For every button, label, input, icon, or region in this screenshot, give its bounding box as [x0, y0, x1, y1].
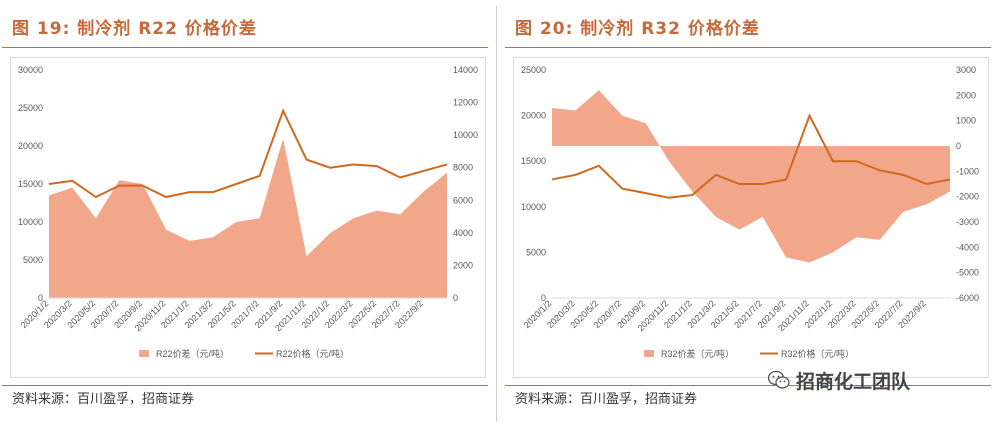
figure-20-panel: 图 20: 制冷剂 R32 价格价差 0 5000 10000 15000 20000 2…	[503, 0, 993, 426]
series-area-1	[552, 90, 950, 263]
source-rule	[2, 385, 488, 386]
y-left-tick-label: 30000	[18, 65, 43, 75]
title-rule	[2, 47, 488, 48]
r32-chart-frame: 0 5000 10000 15000 20000 25000 -6000 -5000 -4000…	[513, 57, 989, 378]
series-area-1	[49, 138, 447, 298]
figure-20-title: 图 20: 制冷剂 R32 价格价差	[515, 19, 760, 39]
y-right-tick-label: 14000	[453, 65, 478, 75]
figure-19-title: 图 19: 制冷剂 R22 价格价差	[12, 19, 257, 39]
y-right-tick-label: 10000	[453, 130, 478, 140]
legend-label: R22价格（元/吨）	[276, 348, 349, 359]
y-right-tick-label: -4000	[956, 242, 979, 252]
r32-price-spread-chart: 0500010000150002000025000-6000-5000-4000…	[521, 65, 979, 359]
r22-chart-frame: 0 5000 10000 15000 20000 25000 30000 0 2000 4000 6…	[10, 57, 486, 378]
y-left-tick-label: 25000	[521, 65, 546, 75]
y-right-tick-label: 4000	[453, 228, 473, 238]
y-left-tick-label: 5000	[526, 247, 546, 257]
y-right-tick-label: 1000	[956, 116, 976, 126]
figure-19-panel: 图 19: 制冷剂 R22 价格价差 0 5000 10000 15000 20000 2…	[0, 0, 490, 426]
y-right-tick-label: -3000	[956, 217, 979, 227]
panel-divider	[496, 6, 497, 422]
y-left-tick-label: 15000	[521, 156, 546, 166]
watermark: 招商化工团队	[768, 367, 910, 393]
legend-label: R32价格（元/吨）	[781, 348, 854, 359]
y-right-tick-label: 0	[956, 141, 961, 151]
y-right-tick-label: 2000	[956, 90, 976, 100]
y-left-tick-label: 10000	[18, 217, 43, 227]
y-left-tick-label: 25000	[18, 103, 43, 113]
y-left-tick-label: 0	[541, 293, 546, 303]
watermark-text: 招商化工团队	[796, 370, 911, 393]
r22-price-spread-chart: 0 5000 10000 15000 20000 25000 30000 0 2000 4000 6…	[18, 65, 478, 359]
y-right-tick-label: -5000	[956, 268, 979, 278]
figure-20-source: 资料来源：百川盈孚，招商证券	[515, 392, 698, 407]
legend-swatch-area	[139, 350, 149, 357]
y-right-tick-label: 3000	[956, 65, 976, 75]
figure-19-source: 资料来源：百川盈孚，招商证券	[12, 392, 195, 407]
legend-label: R32价差（元/吨）	[661, 348, 734, 359]
y-right-tick-label: 6000	[453, 195, 473, 205]
legend-swatch-area	[644, 350, 654, 357]
y-left-tick-label: 20000	[18, 141, 43, 151]
series-line-2	[551, 113, 951, 199]
y-right-tick-label: 2000	[453, 260, 473, 270]
y-left-tick-label: 5000	[23, 255, 43, 265]
source-rule	[505, 385, 991, 386]
legend-label: R22价差（元/吨）	[156, 348, 229, 359]
y-left-tick-label: 15000	[18, 179, 43, 189]
title-rule	[505, 47, 991, 48]
y-left-tick-label: 0	[38, 293, 43, 303]
wechat-icon	[768, 370, 790, 389]
series-line-2	[48, 108, 448, 199]
y-right-tick-label: -1000	[956, 166, 979, 176]
y-right-tick-label: 12000	[453, 98, 478, 108]
y-right-tick-label: 0	[453, 293, 458, 303]
y-left-tick-label: 20000	[521, 111, 546, 121]
y-left-tick-label: 10000	[521, 202, 546, 212]
y-right-tick-label: 8000	[453, 163, 473, 173]
y-right-tick-label: -2000	[956, 192, 979, 202]
y-right-tick-label: -6000	[956, 293, 979, 303]
